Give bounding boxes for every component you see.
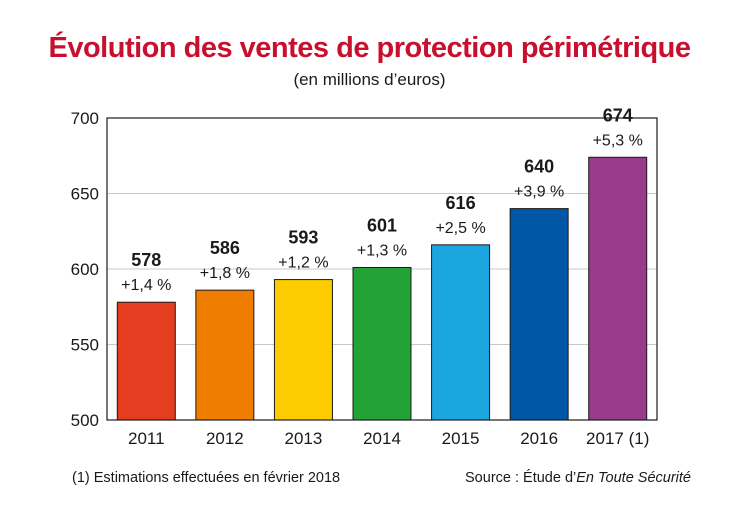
y-tick-label: 700	[71, 109, 99, 128]
y-tick-label: 500	[71, 411, 99, 430]
growth-label: +1,8 %	[200, 265, 250, 282]
value-label: 593	[288, 228, 318, 248]
bar	[509, 208, 569, 421]
chart-subtitle: (en millions d’euros)	[293, 70, 446, 89]
source-note: Source : Étude d’En Toute Sécurité	[465, 470, 691, 486]
value-label: 586	[210, 238, 240, 258]
source-prefix: Source : Étude d’	[465, 470, 577, 486]
x-tick-label: 2011	[128, 429, 165, 448]
growth-label: +1,3 %	[357, 242, 407, 259]
y-tick-label: 650	[71, 185, 99, 204]
x-tick-label: 2012	[206, 429, 244, 448]
bar	[116, 301, 176, 421]
y-tick-label: 600	[71, 260, 99, 279]
bar	[431, 244, 491, 421]
x-tick-label: 2014	[363, 429, 401, 448]
value-label: 674	[603, 105, 633, 125]
bar	[195, 289, 255, 421]
bar	[273, 279, 333, 421]
growth-label: +1,2 %	[278, 255, 328, 272]
growth-label: +3,9 %	[514, 184, 564, 201]
value-label: 616	[446, 193, 476, 213]
x-tick-label: 2017 (1)	[586, 429, 649, 448]
y-tick-label: 550	[71, 336, 99, 355]
growth-label: +2,5 %	[435, 220, 485, 237]
value-label: 578	[131, 250, 161, 270]
chart-title: Évolution des ventes de protection périm…	[48, 32, 691, 64]
plot-frame	[106, 117, 658, 421]
value-label: 640	[524, 157, 554, 177]
value-label: 601	[367, 215, 397, 235]
bar	[588, 156, 648, 421]
growth-label: +5,3 %	[593, 132, 643, 149]
bar	[352, 266, 412, 421]
footnote: (1) Estimations effectuées en février 20…	[72, 470, 341, 486]
growth-label: +1,4 %	[121, 277, 171, 294]
x-tick-label: 2015	[442, 429, 480, 448]
source-name: En Toute Sécurité	[576, 470, 691, 486]
x-tick-label: 2016	[520, 429, 558, 448]
x-tick-label: 2013	[285, 429, 323, 448]
